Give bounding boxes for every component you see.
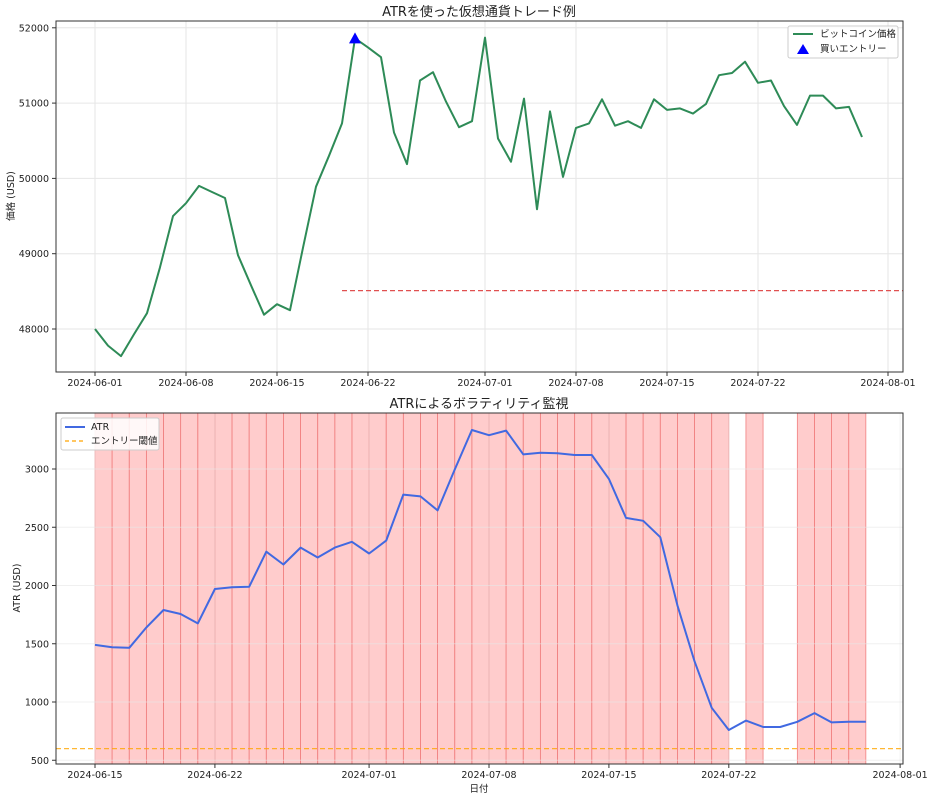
high-volatility-band xyxy=(745,412,764,765)
high-volatility-band xyxy=(283,412,301,765)
atr-legend: ATR エントリー閾値 xyxy=(60,417,160,451)
atr-shaded-regions xyxy=(94,412,867,765)
high-volatility-band xyxy=(145,412,164,765)
x-tick-label: 2024-07-22 xyxy=(701,770,756,781)
y-tick-label: 2500 xyxy=(25,523,49,534)
price-line xyxy=(94,36,863,358)
high-volatility-band xyxy=(471,412,490,765)
x-tick-label: 2024-07-01 xyxy=(341,770,396,781)
atr-x-axis-label: 日付 xyxy=(469,784,489,795)
x-tick-label: 2024-07-15 xyxy=(581,770,636,781)
x-tick-label: 2024-08-01 xyxy=(873,770,928,781)
high-volatility-band xyxy=(848,412,867,765)
high-volatility-band xyxy=(180,412,199,765)
high-volatility-band xyxy=(231,412,250,765)
atr-grid xyxy=(56,413,903,764)
buy-entry-marker-icon xyxy=(349,32,361,44)
y-tick-label: 48000 xyxy=(19,325,49,336)
high-volatility-band xyxy=(420,412,439,765)
high-volatility-band xyxy=(557,412,576,765)
high-volatility-band xyxy=(505,412,524,765)
legend-threshold-label: エントリー閾値 xyxy=(91,435,158,447)
y-tick-label: 50000 xyxy=(19,174,49,185)
legend-entry-label: 買いエントリー xyxy=(820,44,887,55)
price-ticks: 2024-06-01 2024-06-08 2024-06-15 2024-06-22… xyxy=(19,23,916,389)
price-axes-frame xyxy=(55,20,904,373)
atr-chart: ATRによるボラティリティ監視 2024-06-15 2024-06-22 2024… xyxy=(12,396,928,795)
legend-price-label: ビットコイン価格 xyxy=(820,28,897,40)
high-volatility-band xyxy=(796,412,815,765)
high-volatility-band xyxy=(488,412,507,765)
high-volatility-band xyxy=(642,412,661,765)
high-volatility-band xyxy=(522,412,541,765)
high-volatility-band xyxy=(317,412,336,765)
atr-plot-area xyxy=(56,429,903,750)
atr-y-axis-label: ATR (USD) xyxy=(12,564,23,613)
y-tick-label: 500 xyxy=(31,756,49,767)
x-tick-label: 2024-06-01 xyxy=(67,378,122,389)
atr-ticks: 2024-06-15 2024-06-22 2024-07-01 2024-07-08… xyxy=(25,465,928,782)
atr-line xyxy=(94,429,866,731)
high-volatility-band xyxy=(574,412,593,765)
high-volatility-band xyxy=(334,412,353,765)
high-volatility-band xyxy=(368,412,387,765)
x-tick-label: 2024-06-15 xyxy=(67,770,122,781)
high-volatility-band xyxy=(128,412,147,765)
high-volatility-band xyxy=(197,412,216,765)
y-tick-label: 1500 xyxy=(25,639,49,650)
price-y-axis-label: 価格 (USD) xyxy=(5,171,17,221)
price-legend: ビットコイン価格 買いエントリー xyxy=(787,25,899,59)
triangle-up-icon xyxy=(797,44,809,54)
x-tick-label: 2024-06-08 xyxy=(158,378,213,389)
high-volatility-band xyxy=(402,412,421,765)
high-volatility-band xyxy=(694,412,713,765)
high-volatility-band xyxy=(608,412,627,765)
high-volatility-band xyxy=(385,412,404,765)
x-tick-label: 2024-07-15 xyxy=(639,378,694,389)
high-volatility-band xyxy=(163,412,182,765)
x-tick-label: 2024-07-08 xyxy=(548,378,603,389)
high-volatility-band xyxy=(300,412,319,765)
high-volatility-band xyxy=(248,412,267,765)
price-chart: ATRを使った仮想通貨トレード例 2024-06-01 2024-06-08 202… xyxy=(5,4,916,389)
x-tick-label: 2024-07-22 xyxy=(730,378,785,389)
y-tick-label: 52000 xyxy=(19,23,49,34)
x-tick-label: 2024-06-22 xyxy=(187,770,242,781)
high-volatility-band xyxy=(265,412,284,765)
y-tick-label: 3000 xyxy=(25,465,49,476)
y-tick-label: 49000 xyxy=(19,249,49,260)
high-volatility-band xyxy=(625,412,644,765)
legend-atr-label: ATR xyxy=(91,422,110,433)
y-tick-label: 2000 xyxy=(25,581,49,592)
x-tick-label: 2024-07-01 xyxy=(457,378,512,389)
high-volatility-band xyxy=(831,412,850,765)
high-volatility-band xyxy=(437,412,456,765)
atr-axes-frame xyxy=(55,412,904,765)
x-tick-label: 2024-08-01 xyxy=(860,378,915,389)
y-tick-label: 1000 xyxy=(25,698,49,709)
x-tick-label: 2024-06-15 xyxy=(249,378,304,389)
price-chart-title: ATRを使った仮想通貨トレード例 xyxy=(382,4,576,20)
high-volatility-band xyxy=(351,412,370,765)
atr-chart-title: ATRによるボラティリティ監視 xyxy=(390,396,569,412)
x-tick-label: 2024-07-08 xyxy=(461,770,516,781)
x-tick-label: 2024-06-22 xyxy=(340,378,395,389)
high-volatility-band xyxy=(659,412,678,765)
high-volatility-band xyxy=(111,412,130,765)
high-volatility-band xyxy=(677,412,695,765)
high-volatility-band xyxy=(94,412,113,765)
high-volatility-band xyxy=(814,412,832,765)
y-tick-label: 51000 xyxy=(19,99,49,110)
price-plot-area xyxy=(94,32,903,358)
high-volatility-band xyxy=(539,412,558,765)
price-grid xyxy=(56,21,903,372)
